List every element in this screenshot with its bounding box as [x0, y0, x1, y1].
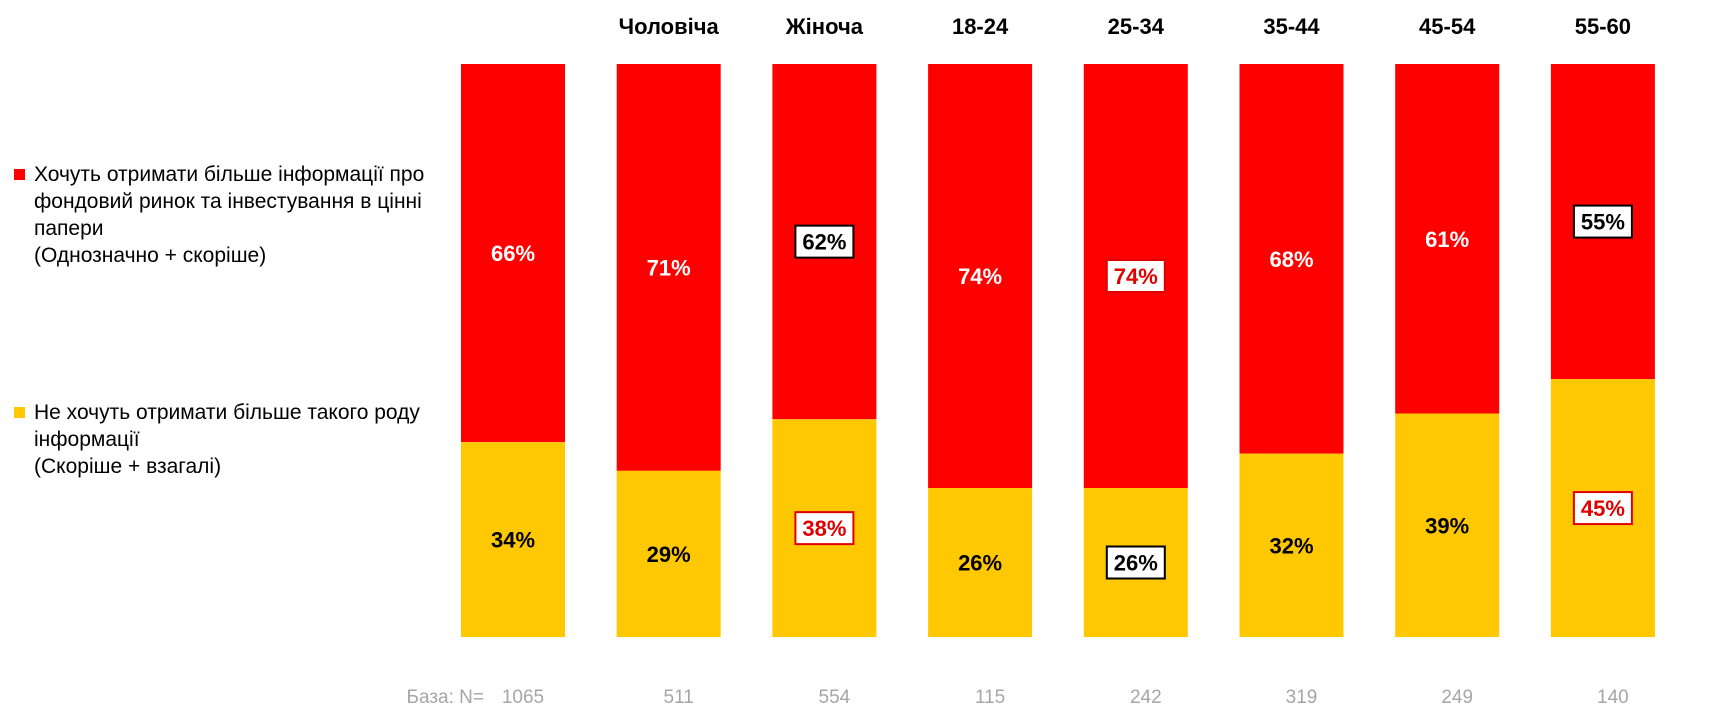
category-label-5: 35-44: [1263, 14, 1320, 39]
bar-not-want-1: [616, 470, 721, 637]
label-not-want-6: 39%: [1425, 513, 1469, 538]
base-value-0: 1065: [502, 687, 544, 708]
label-want-3: 74%: [958, 264, 1002, 289]
label-not-want-1: 29%: [647, 542, 691, 567]
label-not-want-0: 34%: [491, 528, 535, 553]
label-not-want-4-box: [1105, 545, 1166, 580]
base-value-6: 249: [1441, 687, 1473, 708]
legend-swatch-want: [14, 169, 25, 180]
category-label-4: 25-34: [1108, 14, 1165, 39]
bar-not-want-3: [928, 488, 1033, 637]
bar-not-want-5: [1239, 453, 1344, 637]
bar-want-3: [928, 64, 1033, 489]
legend-sub-want: (Однозначно + скоріше): [34, 244, 267, 267]
label-want-5: 68%: [1269, 247, 1313, 272]
label-want-4-box: [1105, 259, 1166, 294]
bar-want-5: [1239, 64, 1344, 454]
legend-label-want: Хочуть отримати більше інформації про фо…: [34, 163, 425, 240]
label-not-want-7-box: [1572, 491, 1633, 526]
category-label-1: Чоловіча: [619, 14, 720, 39]
base-label: База: N=: [407, 687, 484, 708]
base-value-5: 319: [1286, 687, 1318, 708]
base-value-3: 115: [975, 687, 1005, 708]
label-want-4: 74%: [1114, 264, 1158, 289]
base-value-1: 511: [664, 687, 694, 708]
base-value-4: 242: [1130, 687, 1162, 708]
category-label-2: Жіноча: [785, 14, 864, 39]
label-want-7-box: [1572, 204, 1633, 239]
label-not-want-5: 32%: [1269, 533, 1313, 558]
base-value-7: 140: [1597, 687, 1629, 708]
bar-not-want-6: [1395, 413, 1500, 637]
label-want-1: 71%: [647, 255, 691, 280]
legend-item-not-want: Не хочуть отримати більше такого роду ін…: [14, 399, 484, 480]
label-want-2: 62%: [802, 230, 846, 255]
bar-not-want-0: [461, 442, 565, 637]
label-not-want-7: 45%: [1581, 496, 1625, 521]
label-want-2-box: [794, 224, 855, 259]
category-label-6: 45-54: [1419, 14, 1476, 39]
legend-item-want: Хочуть отримати більше інформації про фо…: [14, 161, 484, 269]
label-not-want-2: 38%: [802, 516, 846, 541]
bar-want-1: [616, 64, 721, 471]
base-value-2: 554: [819, 687, 851, 708]
legend-swatch-not-want: [14, 407, 25, 418]
category-label-7: 55-60: [1575, 14, 1631, 39]
bar-want-0: [461, 64, 565, 443]
label-not-want-3: 26%: [958, 551, 1002, 576]
legend-label-not-want: Не хочуть отримати більше такого роду ін…: [34, 401, 420, 451]
category-label-3: 18-24: [952, 14, 1009, 39]
label-not-want-4: 26%: [1114, 551, 1158, 576]
label-want-7: 55%: [1581, 210, 1625, 235]
label-want-0: 66%: [491, 241, 535, 266]
bar-want-6: [1395, 64, 1500, 414]
label-want-6: 61%: [1425, 227, 1469, 252]
legend-sub-not-want: (Скоріше + взагалі): [34, 455, 222, 478]
label-not-want-2-box: [794, 511, 855, 546]
